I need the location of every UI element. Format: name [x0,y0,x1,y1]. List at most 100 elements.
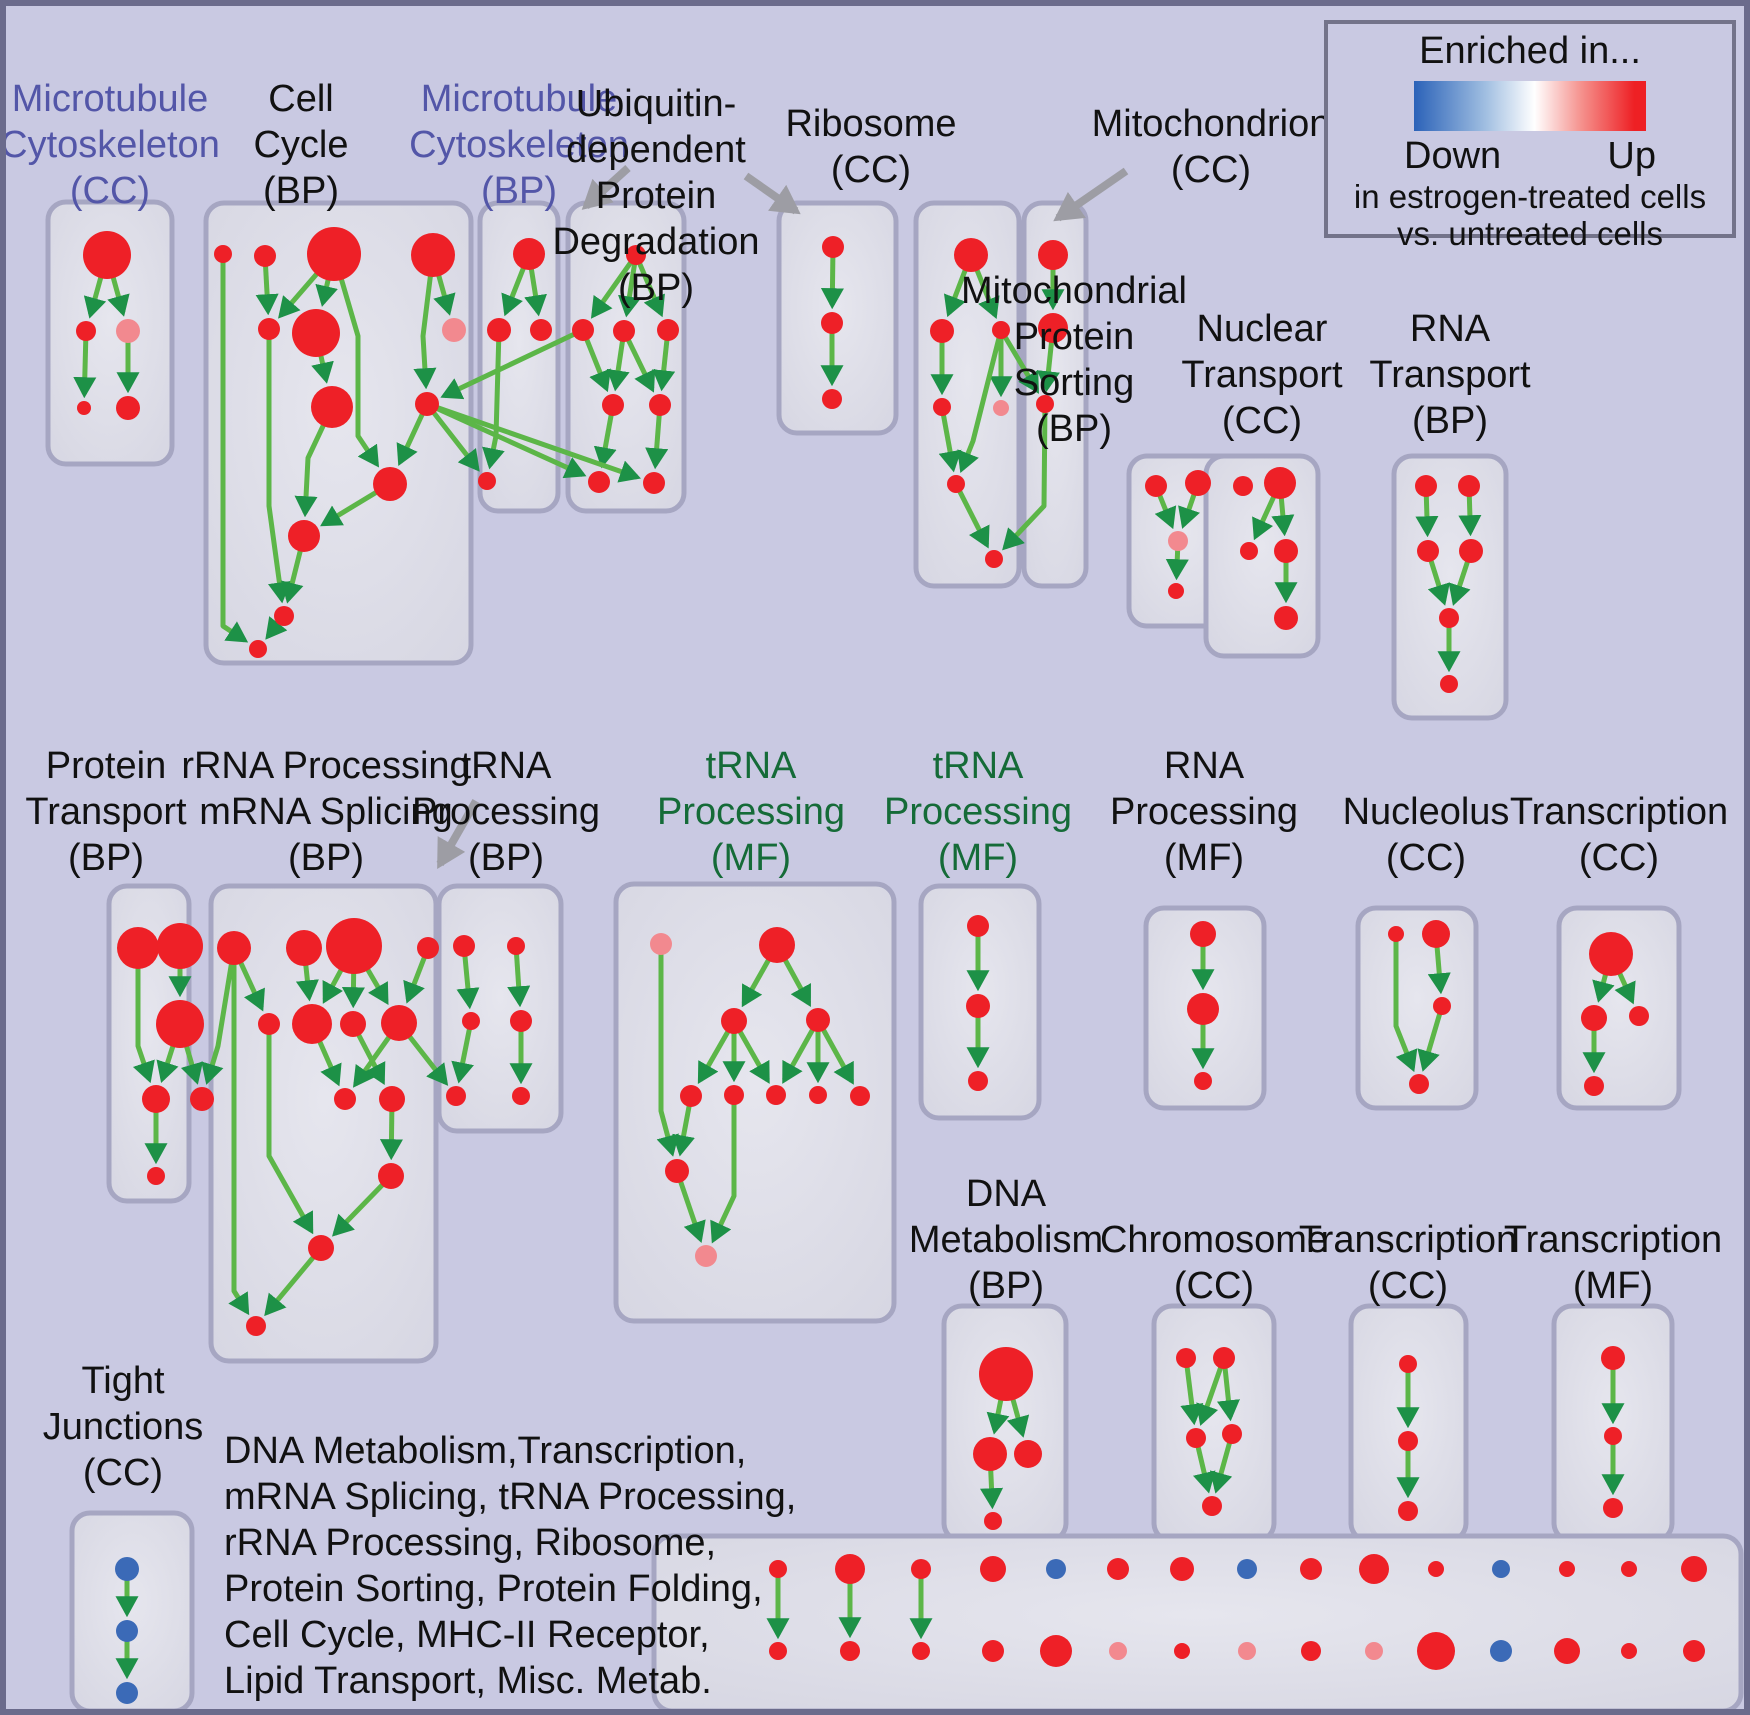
misc-metab-node-25 [1417,1632,1455,1670]
nuclear-transport-label-line: (CC) [1221,400,1303,442]
transcription-mf-node-0 [1601,1346,1625,1370]
trna-mf-small-node-2 [968,1071,988,1091]
ubiquitin-a-label-line: dependent [566,129,746,171]
ubiquitin-a-node-1 [572,319,594,341]
misc-metab-node-13 [1621,1561,1637,1577]
mito-sorting-node-3 [1168,583,1184,599]
rrna-mrna-label: rRNA Processing mRNA Splicing (BP) [46,743,606,881]
rna-processing-mf-label: RNA Processing (MF) [924,743,1484,881]
rna-transport-node-4 [1439,608,1459,628]
trna-bp-node-1 [507,937,525,955]
nucleolus-node-3 [1409,1074,1429,1094]
transcription-mf-label-line: Transcription [1503,1219,1723,1261]
nuclear-transport-label: Nuclear Transport (CC) [982,306,1542,444]
info-line: Lipid Transport, Misc. Metab. [224,1660,712,1702]
trna-mf-small-label: tRNA Processing (MF) [698,743,1258,881]
label-pointer-arrow [743,172,801,215]
transcription-cc-1-label: Transcription (CC) [1339,789,1744,881]
mito-sorting-node-1 [1185,470,1211,496]
trna-mf-large-node-10 [695,1245,717,1267]
rrna-mrna-node-4 [258,1013,280,1035]
nucleolus-label-line: Nucleolus [1342,791,1510,833]
mito-sorting-label-line: Sorting [1013,362,1135,404]
trna-bp-label-line: Processing [412,791,600,833]
misc-metab-node-3 [980,1556,1006,1582]
transcription-mf-node-2 [1603,1498,1623,1518]
microtubule-cc-label-line: (CC) [69,170,151,212]
chromosome-node-1 [1213,1347,1235,1369]
cell-cycle-label: Cell Cycle (BP) [21,76,581,214]
trna-mf-large-node-1 [759,927,795,963]
ubiquitin-a-label: Ubiquitin-dependent Protein Degradation (BP… [376,81,936,311]
mitochondrion-label-line: Mitochondrion [1091,103,1331,145]
rna-transport-label-line: Transport [1369,354,1531,396]
trna-bp-node-4 [446,1086,466,1106]
mito-sorting-node-0 [1145,475,1167,497]
rna-transport-label-line: (BP) [1412,400,1488,442]
chromosome-node-3 [1222,1424,1242,1444]
dna-metabolism-node-2 [1014,1440,1042,1468]
rna-processing-mf-node-2 [1194,1072,1212,1090]
trna-bp-node-0 [453,935,475,957]
protein-transport-node-4 [190,1087,214,1111]
microtubule-bp-label-line: (BP) [481,170,557,212]
misc-metab-node-19 [1040,1635,1072,1667]
microtubule-cc-node-4 [116,396,140,420]
nuclear-transport-label-line: Nuclear [1196,308,1328,350]
rrna-mrna-edge [332,1174,393,1237]
rna-transport-node-0 [1415,475,1437,497]
protein-transport-node-3 [142,1085,170,1113]
rna-transport-label: RNA Transport (BP) [1170,306,1730,444]
trna-bp-node-3 [510,1010,532,1032]
cell-cycle-edge [331,253,380,468]
ubiquitin-b-node-0 [822,236,844,258]
rrna-mrna-edge [264,1246,323,1317]
protein-transport-label-line: Transport [25,791,187,833]
rrna-mrna-node-7 [381,1005,417,1041]
nuclear-transport-node-4 [1274,606,1298,630]
dna-metabolism-node-3 [984,1512,1002,1530]
misc-metab-node-0 [769,1560,787,1578]
transcription-cc-1-label-line: Transcription [1509,791,1729,833]
misc-metab-box [651,1533,1744,1709]
mito-sorting-label-line: (BP) [1036,408,1112,450]
legend-title: Enriched in... [1419,30,1641,72]
rrna-mrna-node-3 [417,937,439,959]
nuclear-transport-node-1 [1264,467,1296,499]
misc-metab-node-9 [1359,1554,1389,1584]
mito-sorting-label-line: Protein [1013,316,1135,358]
tight-junctions-node-1 [116,1620,138,1642]
ubiquitin-a-edge [633,254,665,318]
ubiquitin-a-node-4 [602,394,624,416]
rna-transport-node-2 [1417,540,1439,562]
misc-metab-node-20 [1109,1642,1127,1660]
ubiquitin-a-node-0 [626,245,646,265]
ribosome-edge [953,482,990,549]
dna-metabolism-node-0 [979,1347,1033,1401]
microtubule-bp-label-line: Microtubule [420,78,618,120]
cell-cycle-node-9 [373,467,407,501]
trna-mf-small-label-line: Processing [884,791,1072,833]
microtubule-cc-node-1 [76,321,96,341]
protein-transport-node-1 [157,923,203,969]
misc-metab-node-4 [1046,1559,1066,1579]
ribosome-label-line: Ribosome [785,103,957,145]
tight-junctions-label-line: Junctions [42,1406,204,1448]
protein-transport-label-line: (BP) [68,837,144,879]
transcription-mf-label: Transcription (MF) [1333,1217,1744,1309]
nucleolus-edge [1417,1005,1445,1072]
trna-bp-label-line: tRNA [460,745,552,787]
ubiquitin-a-node-5 [649,394,671,416]
trna-bp-edge [451,1020,474,1084]
cell-cycle-edge [413,254,437,390]
nuclear-transport-node-2 [1240,542,1258,560]
nucleolus-node-1 [1422,920,1450,948]
transcription-cc-2-node-1 [1398,1431,1418,1451]
misc-metab-node-7 [1237,1559,1257,1579]
cell-cycle-node-8 [415,392,439,416]
rrna-mrna-node-2 [326,918,382,974]
label-pointer-arrow [436,799,480,870]
trna-mf-small-node-0 [967,915,989,937]
mitochondrion-label: Mitochondrion (CC) [931,101,1491,193]
cross-edge-mitochondrion-to-ribosome [1002,403,1048,551]
